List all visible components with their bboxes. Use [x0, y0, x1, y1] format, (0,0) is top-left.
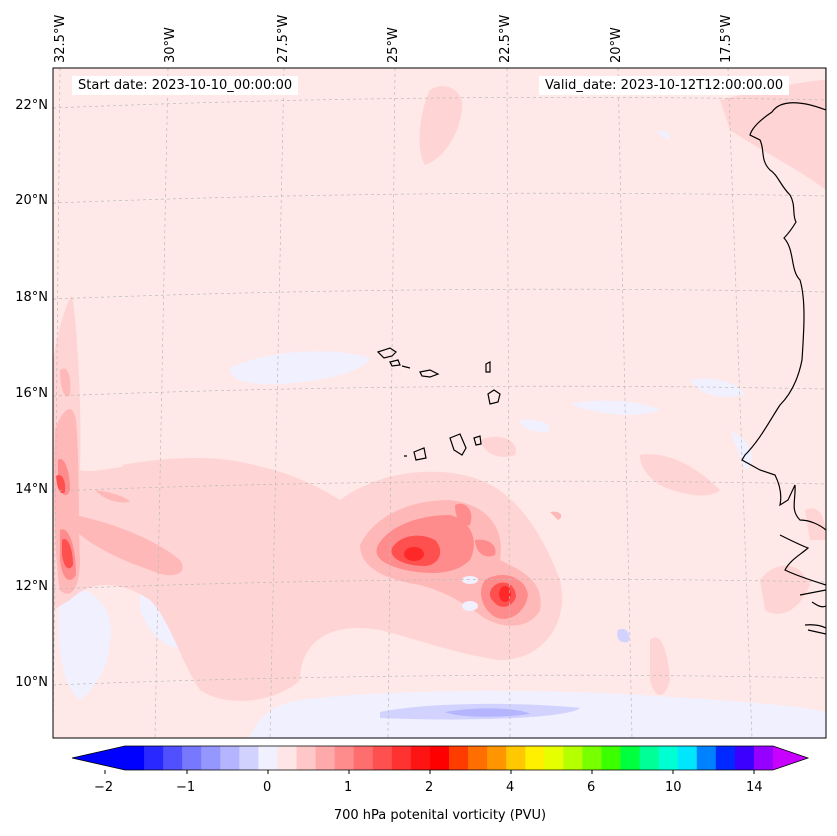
colorbar-swatch: [315, 746, 336, 770]
colorbar-title: 700 hPa potenital vorticity (PVU): [333, 808, 547, 823]
colorbar-swatch: [144, 746, 164, 770]
colorbar-swatch: [258, 746, 278, 770]
africa-coast: [741, 68, 826, 531]
colorbar-tick-label: −1: [176, 780, 196, 795]
colorbar-swatch: [372, 746, 393, 770]
colorbar-swatch: [620, 746, 641, 770]
colorbar-swatch: [353, 746, 374, 770]
colorbar-swatch: [601, 746, 622, 770]
colorbar-swatch: [277, 746, 298, 770]
map-area[interactable]: [53, 68, 826, 738]
colorbar-swatch: [677, 746, 698, 770]
colorbar-swatch: [239, 746, 259, 770]
colorbar-swatch: [468, 746, 488, 770]
colorbar-swatch: [734, 746, 755, 770]
lat-label: 10°N: [15, 675, 48, 690]
colorbar: [71, 745, 810, 774]
lon-label: 17.5°W: [719, 14, 734, 63]
lat-label: 22°N: [15, 98, 48, 113]
lon-label: 20°W: [609, 27, 624, 63]
colorbar-swatch: [201, 746, 221, 770]
coastlines: [376, 68, 826, 635]
lat-label: 20°N: [15, 193, 48, 208]
lon-label: 25°W: [386, 27, 401, 63]
colorbar-swatch: [582, 746, 602, 770]
colorbar-swatch: [429, 746, 450, 770]
colorbar-extend-max: [773, 746, 808, 770]
colorbar-swatch: [487, 746, 507, 770]
lon-label: 32.5°W: [53, 14, 68, 63]
colorbar-swatch: [639, 746, 660, 770]
map-frame: [52, 67, 827, 739]
colorbar-swatch: [125, 746, 145, 770]
colorbar-swatch: [163, 746, 183, 770]
colorbar-swatch: [449, 746, 469, 770]
colorbar-swatch: [296, 746, 317, 770]
lat-label: 12°N: [15, 579, 48, 594]
lat-label: 14°N: [15, 482, 48, 497]
colorbar-swatch: [753, 746, 774, 770]
colorbar-swatch: [182, 746, 202, 770]
colorbar-tick-label: 10: [665, 780, 682, 795]
colorbar-outline: [71, 745, 810, 771]
lon-label: 27.5°W: [276, 14, 291, 63]
colorbar-swatch: [220, 746, 240, 770]
lat-label: 16°N: [15, 386, 48, 401]
lon-label: 22.5°W: [498, 14, 513, 63]
colorbar-tick-label: 0: [263, 780, 272, 795]
colorbar-tick-label: 14: [746, 780, 763, 795]
colorbar-swatch: [658, 746, 679, 770]
colorbar-tick-label: 1: [344, 780, 353, 795]
lat-label: 18°N: [15, 290, 48, 305]
colorbar-tick-label: 4: [506, 780, 515, 795]
colorbar-swatch: [391, 746, 412, 770]
colorbar-tick-label: −2: [94, 780, 114, 795]
colorbar-tick-label: 2: [425, 780, 434, 795]
colorbar-swatch: [525, 746, 545, 770]
colorbar-tick-label: 6: [587, 780, 596, 795]
colorbar-extend-min: [72, 746, 125, 770]
colorbar-swatch: [563, 746, 583, 770]
colorbar-swatch: [544, 746, 564, 770]
positive-pv-light: [53, 80, 826, 701]
colorbar-swatch: [334, 746, 355, 770]
cape-verde-islands: [376, 347, 501, 461]
colorbar-swatch: [696, 746, 717, 770]
start-date-label: Start date: 2023-10-10_00:00:00: [72, 76, 299, 95]
colorbar-swatch: [715, 746, 736, 770]
lon-label: 30°W: [163, 27, 178, 63]
colorbar-swatch: [410, 746, 431, 770]
valid-date-label: Valid_date: 2023-10-12T12:00:00.00: [539, 76, 790, 95]
colorbar-swatch: [506, 746, 526, 770]
gridlines: [53, 68, 826, 738]
